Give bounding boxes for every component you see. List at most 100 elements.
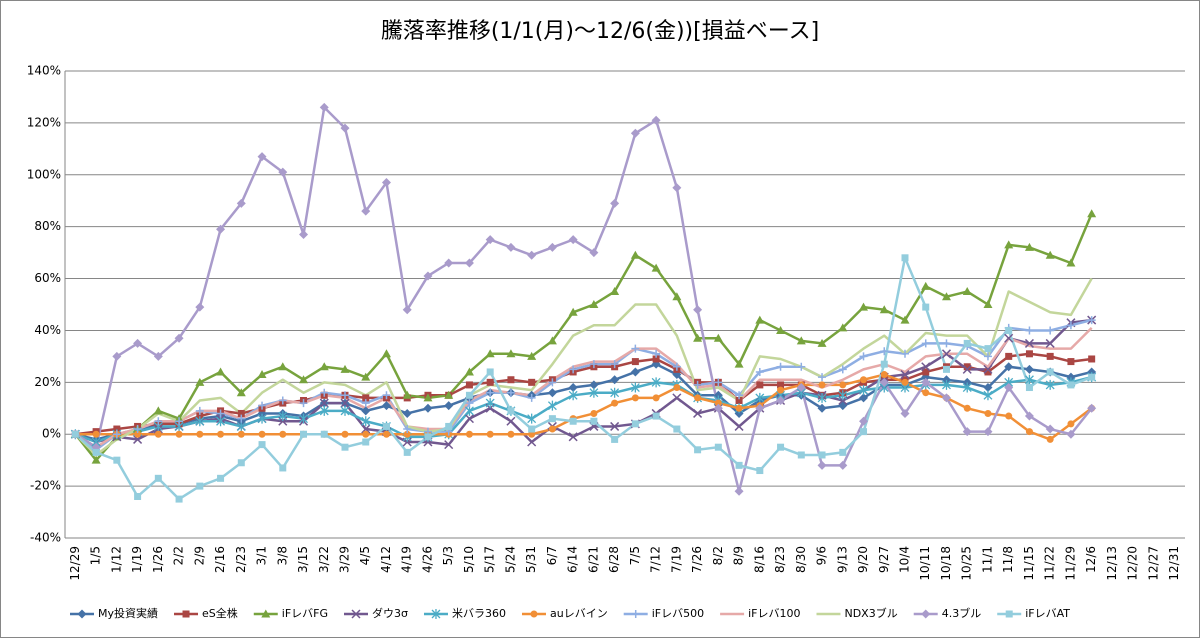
marker (942, 379, 951, 390)
marker (693, 380, 702, 389)
marker (299, 413, 308, 424)
x-tick-label: 3/22 (317, 546, 331, 573)
x-tick-label: 5/17 (483, 546, 497, 573)
marker (755, 403, 765, 413)
chart-title: 騰落率推移(1/1(月)～12/6(金))[損益ベース] (381, 19, 819, 44)
marker (445, 422, 453, 430)
marker (1046, 368, 1054, 376)
marker (279, 430, 287, 438)
marker (258, 430, 266, 438)
marker (921, 609, 931, 619)
marker (257, 152, 267, 162)
marker (382, 430, 390, 438)
x-tick-label: 9/27 (877, 546, 891, 573)
marker (1045, 250, 1055, 259)
x-tick-label: 7/26 (690, 546, 704, 573)
marker (631, 358, 639, 366)
marker (693, 408, 703, 418)
marker (341, 430, 349, 438)
marker (838, 365, 847, 374)
marker (942, 339, 951, 348)
marker (776, 325, 786, 334)
marker (464, 414, 474, 424)
marker (817, 460, 827, 470)
marker (299, 229, 309, 239)
marker (320, 388, 329, 397)
marker (506, 242, 516, 252)
marker (734, 486, 744, 496)
y-tick-label: 60% (34, 271, 61, 285)
marker (402, 390, 412, 399)
marker (962, 382, 972, 393)
marker (175, 417, 184, 426)
legend-label: ダウ3σ (372, 606, 408, 620)
marker (299, 399, 308, 408)
marker (261, 609, 271, 618)
marker (464, 367, 474, 376)
marker (630, 128, 640, 138)
marker (134, 492, 142, 500)
x-tick-label: 5/31 (524, 546, 538, 573)
marker (361, 416, 371, 427)
marker (154, 474, 162, 482)
marker (403, 425, 412, 434)
marker (402, 408, 412, 418)
marker (672, 393, 682, 403)
legend-label: eS全株 (202, 606, 238, 620)
marker (92, 430, 100, 438)
x-tick-label: 5/10 (462, 546, 476, 573)
marker (195, 406, 204, 415)
marker (153, 406, 163, 415)
marker (423, 393, 433, 402)
marker (196, 412, 204, 420)
y-tick-label: 140% (27, 64, 61, 78)
marker (756, 381, 764, 389)
legend-label: auレバイン (550, 607, 608, 620)
marker (983, 390, 993, 401)
marker (941, 292, 951, 301)
marker (1046, 326, 1055, 335)
marker (652, 349, 661, 358)
marker (112, 430, 121, 439)
marker (713, 403, 723, 413)
marker (216, 224, 226, 234)
marker (1088, 355, 1096, 363)
marker (714, 378, 723, 387)
marker (1046, 435, 1054, 443)
marker (91, 455, 101, 464)
marker (1024, 242, 1034, 251)
marker (631, 420, 639, 428)
marker (402, 305, 412, 315)
legend-item: eS全株 (174, 606, 238, 620)
marker (1087, 209, 1097, 218)
marker (154, 430, 162, 438)
marker (507, 376, 515, 384)
marker (548, 415, 556, 423)
marker (278, 362, 288, 371)
marker (340, 405, 350, 416)
marker (71, 430, 79, 438)
x-tick-label: 6/7 (545, 546, 559, 565)
marker (693, 305, 703, 315)
marker (362, 394, 370, 402)
x-tick-label: 11/29 (1063, 546, 1077, 581)
marker (962, 427, 972, 437)
marker (818, 451, 826, 459)
marker (921, 362, 931, 372)
marker (423, 403, 433, 413)
marker (900, 370, 910, 380)
marker (341, 391, 349, 400)
marker (486, 368, 494, 376)
marker (217, 474, 225, 482)
x-tick-label: 3/29 (338, 546, 352, 573)
marker (1024, 374, 1034, 385)
marker (507, 430, 515, 438)
marker (464, 258, 474, 268)
marker (444, 440, 454, 450)
marker (962, 287, 972, 296)
marker (175, 495, 183, 503)
marker (361, 372, 371, 381)
marker (777, 386, 785, 394)
marker (217, 430, 225, 438)
